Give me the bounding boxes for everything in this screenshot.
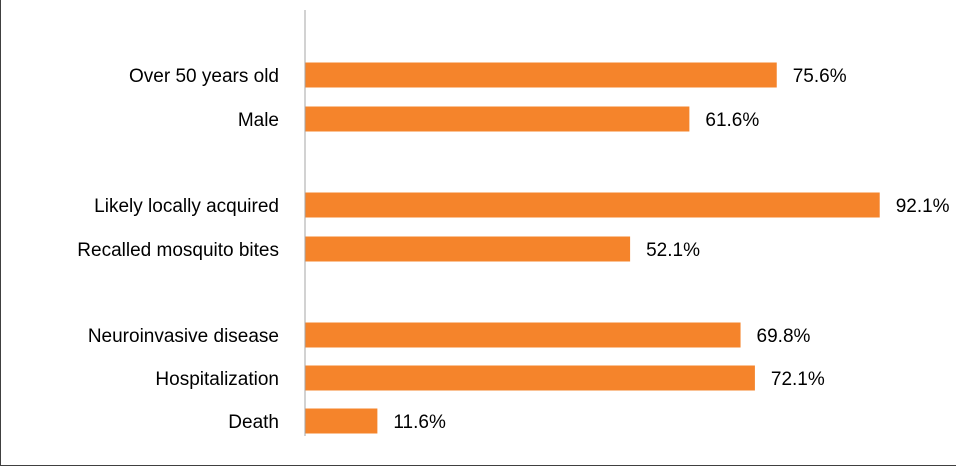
category-label: Over 50 years old	[129, 66, 279, 87]
category-label: Hospitalization	[155, 369, 279, 390]
bar	[305, 365, 755, 391]
data-label: 61.6%	[705, 110, 759, 131]
bar	[305, 62, 777, 88]
data-label: 69.8%	[757, 326, 811, 347]
bar	[305, 236, 631, 262]
data-label: 75.6%	[793, 66, 847, 87]
category-label: Male	[238, 110, 279, 131]
category-label: Recalled mosquito bites	[77, 240, 279, 261]
data-label: 52.1%	[646, 240, 700, 261]
category-label: Death	[228, 412, 279, 433]
data-label: 92.1%	[896, 196, 950, 217]
data-label: 72.1%	[771, 369, 825, 390]
bar	[305, 408, 378, 434]
bar	[305, 322, 741, 348]
category-label: Likely locally acquired	[94, 196, 279, 217]
data-label: 11.6%	[393, 412, 446, 433]
category-label: Neuroinvasive disease	[88, 326, 279, 347]
bar	[305, 106, 690, 132]
bar	[305, 192, 880, 218]
bars-layer: Over 50 years old 75.6% Male 61.6% Likely lo…	[77, 62, 950, 434]
